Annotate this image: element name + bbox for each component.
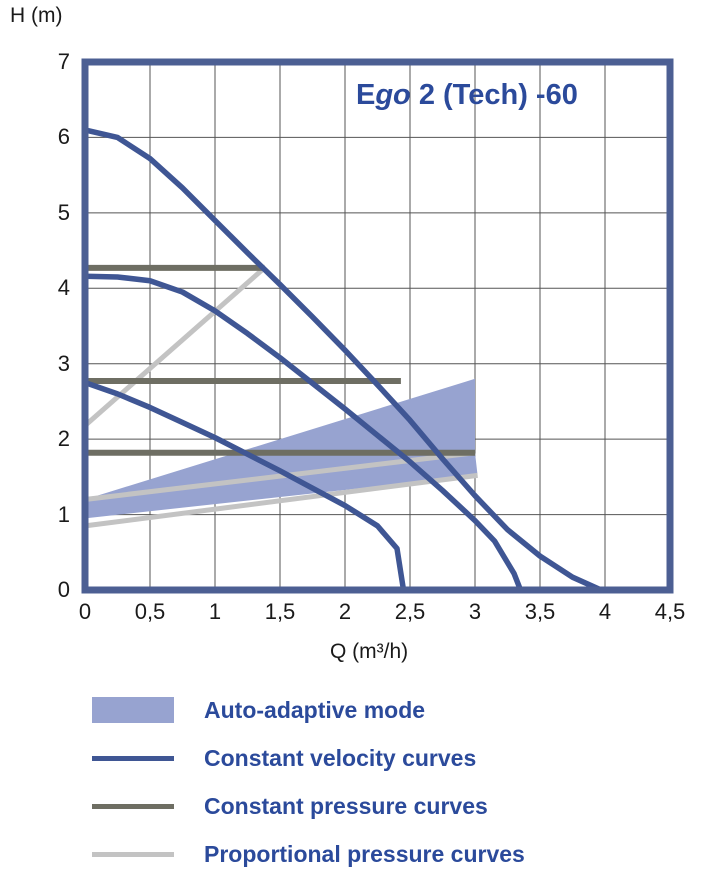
x-tick-label: 3: [468, 599, 482, 624]
x-tick-label: 1: [208, 599, 222, 624]
proportional-pressure-curve: [84, 472, 478, 529]
y-tick-label: 0: [57, 577, 70, 602]
y-tick-label: 4: [57, 275, 70, 301]
legend-swatch: [92, 851, 180, 857]
x-tick-label: 0: [78, 599, 92, 624]
chart-title: Ego 2 (Tech) -60: [356, 79, 578, 112]
x-tick-label: 2,5: [394, 599, 426, 624]
legend-item: Proportional pressure curves: [92, 830, 692, 878]
legend-label: Proportional pressure curves: [204, 840, 525, 867]
legend-item: Auto-adaptive mode: [92, 686, 692, 734]
x-tick-label: 0,5: [134, 599, 166, 624]
legend-label: Auto-adaptive mode: [204, 696, 426, 723]
constant-velocity-curve: [84, 379, 407, 591]
legend-label: Constant pressure curves: [204, 792, 488, 819]
legend-swatch: [92, 803, 180, 809]
legend-label: Constant velocity curves: [204, 744, 477, 771]
x-tick-label: 3,5: [524, 599, 556, 624]
legend-line-swatch: [92, 803, 174, 809]
x-axis-title: Q (m³/h): [330, 640, 409, 663]
chart-legend: Auto-adaptive mode Constant velocity curv…: [92, 686, 692, 878]
proportional-pressure-curve: [83, 266, 267, 428]
chart-title-italic: go: [375, 79, 411, 111]
constant-velocity-curve: [84, 273, 524, 592]
y-tick-label: 6: [57, 124, 70, 150]
legend-swatch: [92, 697, 180, 723]
plot-frame: [81, 58, 674, 594]
x-tick-label: 2: [338, 599, 352, 624]
legend-item: Constant velocity curves: [92, 734, 692, 782]
legend-swatch: [92, 755, 180, 761]
chart-title-prefix: E: [356, 79, 376, 111]
y-tick-label: 5: [57, 199, 70, 225]
chart-title-suffix: 2 (Tech) -60: [410, 79, 578, 111]
legend-line-swatch: [92, 755, 174, 761]
legend-item: Constant pressure curves: [92, 782, 692, 830]
y-axis-title: H (m): [10, 4, 63, 27]
auto-adaptive-region: [85, 378, 478, 519]
x-tick-label: 1,5: [264, 599, 296, 624]
legend-line-swatch: [92, 851, 174, 857]
y-tick-label: 3: [57, 350, 70, 376]
y-tick-label: 1: [57, 501, 70, 527]
y-tick-label: 2: [57, 426, 70, 452]
constant-velocity-curve: [84, 127, 603, 593]
y-tick-label: 7: [57, 49, 70, 74]
x-tick-label: 4,5: [654, 599, 686, 624]
y-axis-tick-labels: 0 1 2 3 4 5 6 7: [34, 0, 70, 894]
legend-area-swatch: [92, 697, 174, 723]
x-tick-label: 4: [598, 599, 612, 624]
